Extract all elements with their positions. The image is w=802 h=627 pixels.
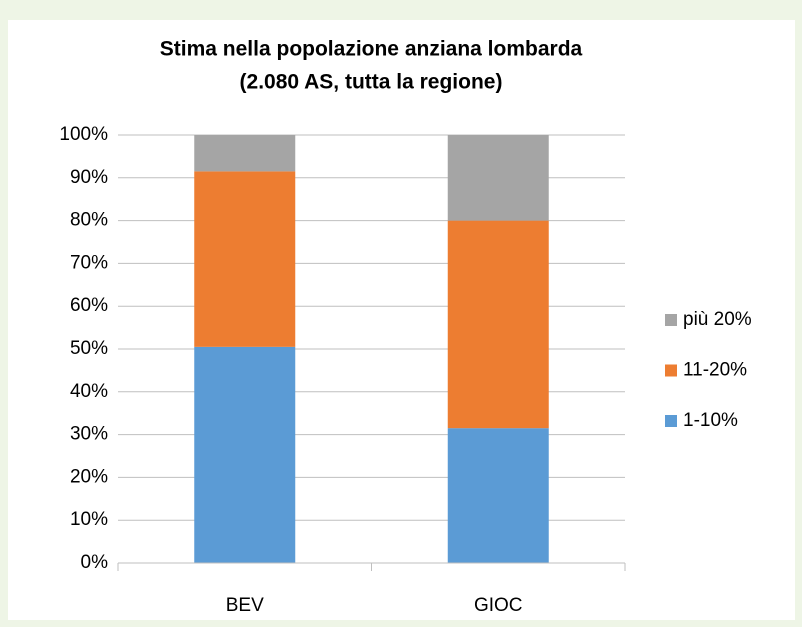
legend-swatch [665, 364, 677, 377]
bar-segment [447, 428, 549, 563]
x-tick-label: BEV [226, 595, 264, 616]
legend-swatch [665, 314, 677, 326]
legend-label: 1-10% [683, 410, 738, 431]
y-tick-label: 20% [70, 466, 108, 487]
y-tick-label: 90% [70, 167, 108, 188]
y-tick-label: 70% [70, 252, 108, 273]
y-tick-label: 50% [70, 338, 108, 359]
legend-label: più 20% [683, 309, 752, 330]
bar-segment [194, 135, 296, 172]
bar-segment [194, 346, 296, 563]
y-tick-label: 80% [70, 210, 108, 231]
legend-label: 11-20% [683, 360, 747, 381]
bar-segment [447, 135, 549, 221]
y-tick-label: 60% [70, 295, 108, 316]
x-tick-label: GIOC [474, 595, 523, 616]
y-tick-label: 100% [59, 124, 108, 145]
y-tick-label: 0% [81, 552, 109, 573]
chart-title: (2.080 AS, tutta la regione) [240, 71, 503, 94]
y-tick-label: 40% [70, 381, 108, 402]
legend-swatch [665, 415, 677, 427]
bar-segment [447, 220, 549, 429]
y-tick-label: 10% [70, 509, 108, 530]
y-tick-label: 30% [70, 424, 108, 445]
bar-segment [194, 171, 296, 347]
chart-title: Stima nella popolazione anziana lombarda [160, 38, 583, 61]
